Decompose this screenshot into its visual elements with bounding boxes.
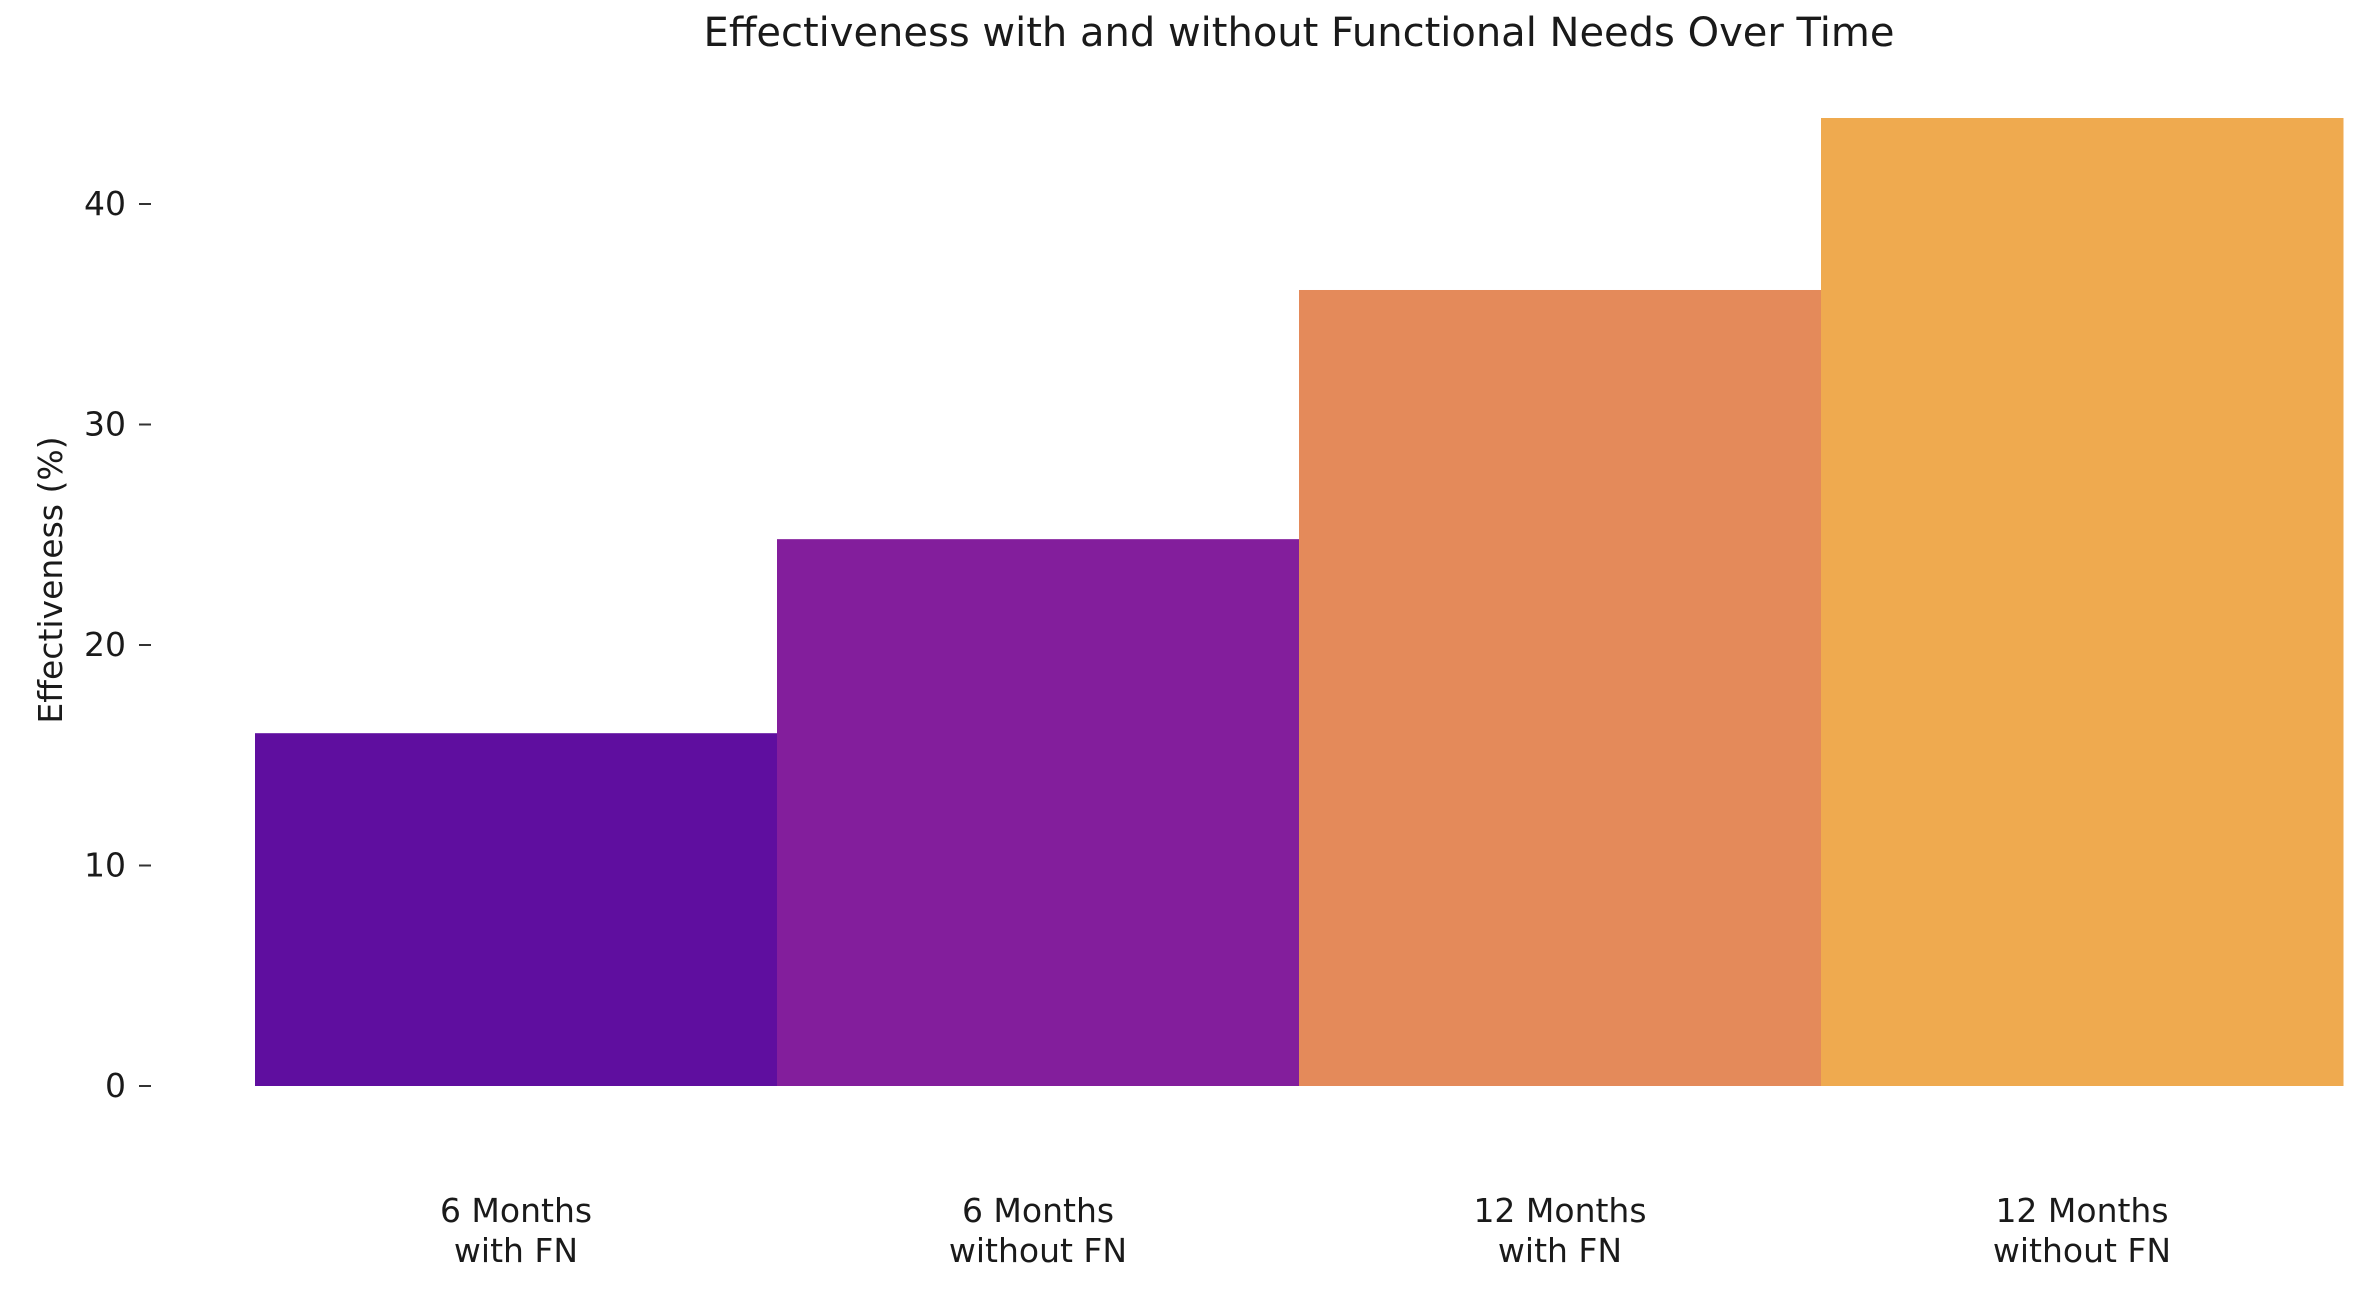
x-category-label: 6 Months [440,1191,592,1230]
y-tick-label: 0 [105,1066,126,1105]
x-category-label: 12 Months [1473,1191,1646,1230]
x-category-label: without FN [1993,1231,2171,1270]
chart-title: Effectiveness with and without Functiona… [704,10,1895,56]
x-category-label: with FN [454,1231,578,1270]
y-tick-label: 40 [84,184,126,223]
x-category-label: 6 Months [962,1191,1114,1230]
bar [255,733,778,1086]
bar [777,539,1300,1086]
y-axis-label: Effectiveness (%) [31,436,70,723]
x-category-label: 12 Months [1995,1191,2168,1230]
x-category-label: with FN [1498,1231,1622,1270]
y-tick-label: 20 [84,625,126,664]
bar [1299,289,1822,1087]
y-axis-ticks: 0 10 20 30 40 [84,184,151,1105]
bar [1821,118,2344,1086]
y-tick-label: 30 [84,404,126,443]
x-category-label: without FN [949,1231,1127,1270]
y-tick-label: 10 [84,845,126,884]
bars [255,118,2344,1087]
